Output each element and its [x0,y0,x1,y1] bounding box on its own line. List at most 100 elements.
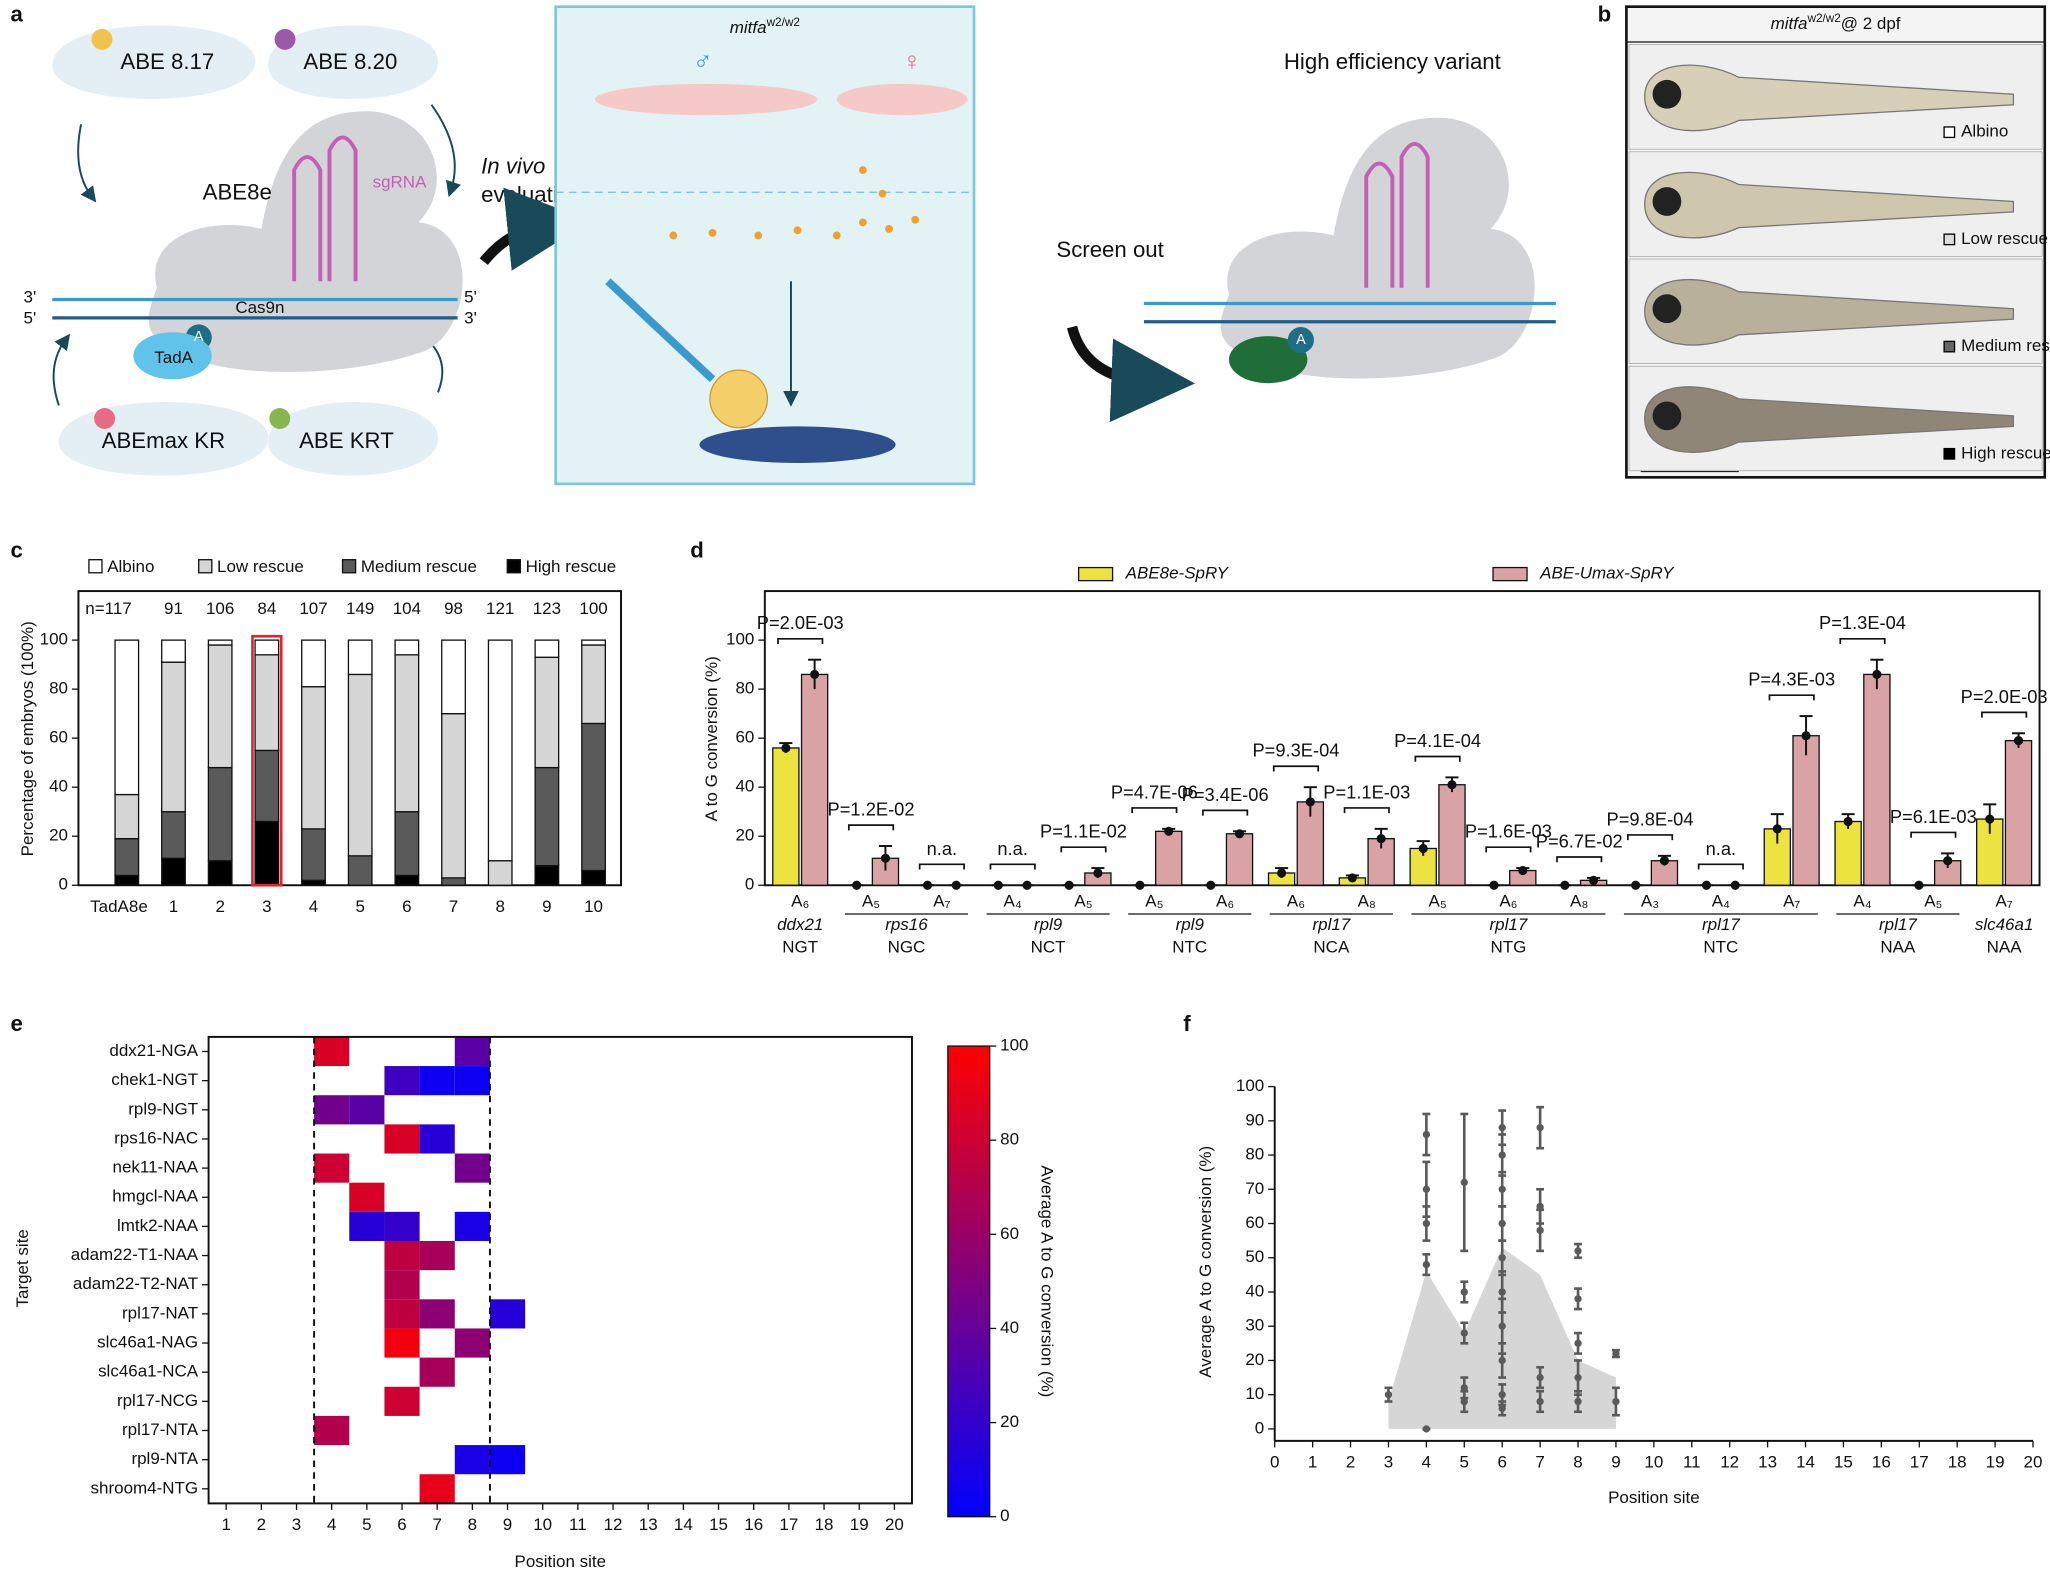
embryo [709,369,769,429]
bar-segment [441,639,466,715]
y-tick-label: 70 [1245,1179,1264,1198]
heat-cell [419,1240,455,1271]
x-tick-label: A₆ [1216,892,1234,911]
x-tick-label: 3 [262,897,271,916]
x-tick-label: 11 [1683,1453,1701,1472]
bar-segment [207,644,233,769]
bar-segment [207,860,233,886]
variant-blob [268,25,439,100]
bar-segment [581,639,606,646]
x-tick-label: 8 [495,897,504,916]
point [1730,880,1740,890]
heat-cell [314,1153,350,1183]
group-pam: NGT [782,937,818,956]
x-tick-label: A₆ [791,892,809,911]
group-gene: rpl9 [1034,915,1063,934]
variant-blob [268,401,439,476]
y-axis-label: Percentage of embryos (100%) [18,621,37,856]
sgrna [292,135,358,282]
colorbar-tick-label: 60 [1000,1224,1019,1243]
point [1234,829,1245,839]
x-tick-label: 4 [327,1515,336,1534]
group-pam: NCA [1313,937,1350,956]
point [1498,1254,1506,1262]
legend-label: Albino [107,557,154,576]
panel-label: a [10,2,23,27]
point [1422,1185,1431,1193]
bar-segment [347,855,373,886]
p-value: P=1.2E-02 [828,799,915,820]
y-tick-label: 0 [745,875,754,894]
heat-cell [454,1445,490,1475]
bar-segment [114,639,140,796]
point [1574,1247,1582,1255]
legend-label: High rescue [526,557,617,576]
point [1801,731,1811,741]
label: TadA [154,348,193,367]
x-tick-label: 8 [468,1515,477,1534]
bar-segment [534,766,560,867]
bar [800,673,829,886]
bracket [918,863,965,870]
p-value: P=6.7E-02 [1536,830,1623,851]
heat-cell [384,1211,420,1241]
group-pam: NGC [888,937,926,956]
arrow [430,104,461,198]
n-label: 84 [257,599,276,618]
point [1422,1219,1431,1228]
point [1498,1288,1506,1296]
point [1418,843,1428,854]
label: mitfa [1771,14,1808,33]
bracket [1202,809,1249,816]
row-label: rpl9-NTA [131,1449,198,1468]
heat-cell [454,1328,490,1358]
phenotype-label: Medium rescue [1961,336,2050,355]
icon [269,408,291,429]
n-label: 107 [299,599,327,618]
heat-cell [419,1357,455,1387]
x-tick-label: 0 [1270,1453,1279,1472]
colorbar-tick-label: 80 [1000,1130,1019,1149]
legend-swatch [1943,447,1956,460]
x-tick-label: A₅ [1074,892,1092,911]
heat-cell [314,1036,350,1067]
colorbar-tick-label: 20 [1000,1412,1019,1431]
eye [1652,294,1682,324]
x-tick-label: A₆ [1499,892,1517,911]
bar-segment [487,860,513,886]
x-tick-label: 16 [1872,1453,1891,1472]
bracket [777,637,824,645]
y-tick-label: 20 [1245,1350,1264,1369]
x-tick-label: 20 [2024,1453,2043,1472]
x-tick-label: 10 [533,1515,552,1534]
fish [836,83,968,116]
bracket [1272,765,1320,772]
legend-swatch [1943,340,1956,353]
colorbar-tick-label: 0 [1000,1506,1009,1525]
x-tick-label: 2 [1346,1453,1355,1472]
x-tick-label: 13 [639,1515,658,1534]
label: Cas9n [235,298,284,317]
x-tick-label: TadA8e [90,897,148,916]
x-tick-label: 6 [1497,1453,1506,1472]
label: ♀ [902,46,922,76]
point [1460,1397,1468,1406]
x-tick-label: 17 [1910,1453,1929,1472]
x-tick-label: 19 [1986,1453,2005,1472]
x-tick-label: 5 [355,897,364,916]
p-value: P=1.1E-03 [1323,781,1410,802]
label: 3' [24,288,37,307]
point [1536,1202,1544,1211]
p-value: P=4.7E-06 [1111,781,1198,802]
x-tick-label: 14 [1796,1453,1815,1472]
label: @ 2 dpf [1841,14,1901,33]
bar-segment [301,639,326,688]
heat-cell [419,1124,455,1154]
x-tick-label: A₅ [1429,892,1447,911]
eye [1652,401,1682,431]
y-tick-label: 40 [735,777,754,796]
embryo [1644,278,2015,346]
point [1489,880,1499,890]
x-tick-label: 4 [309,897,318,916]
bar-segment [301,879,326,886]
